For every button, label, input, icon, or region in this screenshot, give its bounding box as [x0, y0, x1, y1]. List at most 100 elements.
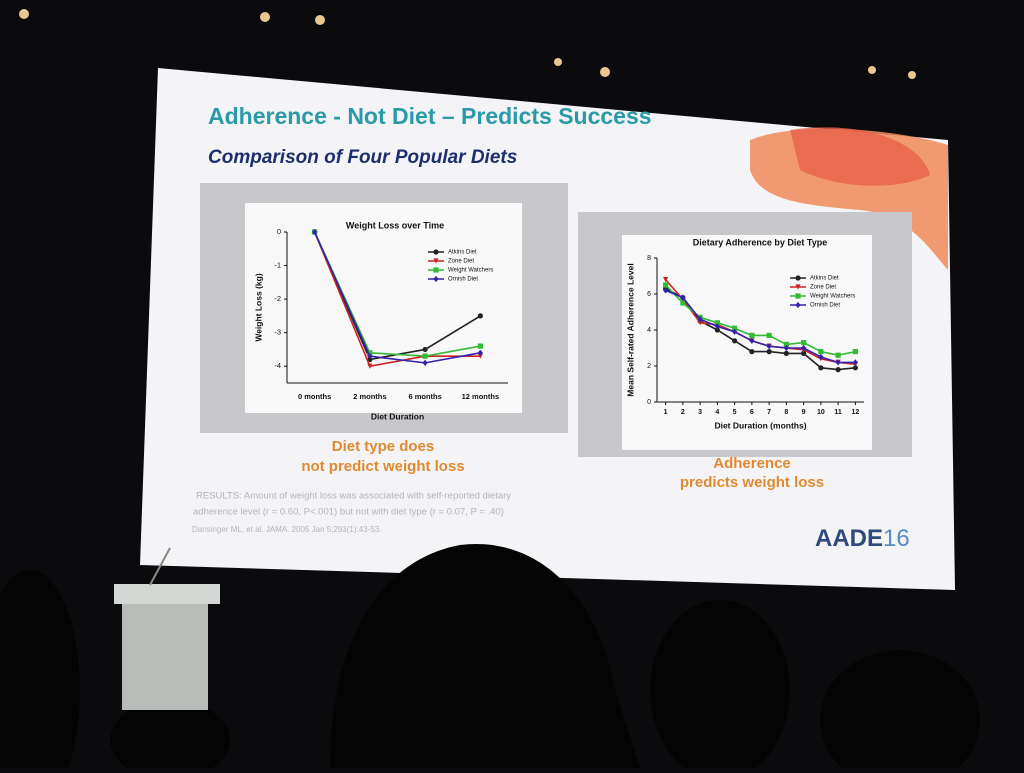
marker: [714, 320, 720, 326]
marker: [732, 328, 738, 335]
marker: [801, 344, 807, 352]
marker: [732, 338, 738, 344]
marker: [852, 365, 858, 371]
marker: [852, 359, 858, 366]
marker: [783, 344, 789, 352]
legend-marker: [795, 301, 801, 309]
marker: [801, 350, 807, 356]
marker: [835, 359, 841, 366]
chart: Weight Loss over Time 0 -1 -2 -3 -4 0 months 2 …: [253, 220, 508, 421]
x-tick-label: 7: [767, 409, 771, 416]
x-tick-label: 2 months: [353, 392, 386, 401]
legend-marker: [795, 284, 801, 290]
marker: [477, 343, 483, 349]
slide-title: Adherence - Not Diet – Predicts Success: [208, 103, 652, 129]
audience: [0, 543, 980, 773]
marker: [818, 353, 824, 361]
series-line: [313, 231, 481, 368]
x-tick-label: 3: [698, 409, 702, 416]
marker: [749, 349, 755, 355]
series-line: [665, 287, 856, 371]
x-tick-label: 12 months: [462, 392, 500, 401]
series-line: [313, 231, 481, 364]
legend-marker: [433, 258, 439, 264]
marker: [835, 352, 841, 358]
x-tick-label: 8: [784, 409, 788, 416]
marker: [783, 341, 789, 347]
citation: Dansinger ML, et al. JAMA. 2005 Jan 5;29…: [192, 525, 381, 534]
marker: [766, 343, 772, 350]
legend-label: Atkins Diet: [810, 276, 839, 282]
legend-marker: [433, 275, 439, 283]
x-tick-label: 12: [851, 409, 859, 416]
legend-label: Zone Diet: [810, 285, 836, 291]
marker: [312, 228, 318, 236]
marker: [783, 350, 789, 356]
marker: [749, 332, 755, 338]
x-tick-label: 6: [750, 409, 754, 416]
legend-marker: [433, 249, 439, 255]
y-tick-label: -4: [274, 361, 281, 370]
y-tick-label: 8: [647, 255, 651, 262]
marker: [680, 300, 686, 306]
marker: [697, 320, 703, 326]
marker: [422, 346, 428, 353]
legend-marker: [433, 267, 439, 273]
legend-label: Zone Diet: [448, 259, 474, 265]
marker: [732, 325, 738, 331]
y-axis-label: Mean Self-rated Adherence Level: [625, 263, 635, 396]
legend-label: Atkins Diet: [448, 250, 477, 256]
results-text: RESULTS: Amount of weight loss was assoc…: [196, 491, 511, 502]
marker: [680, 294, 686, 301]
chart-area: [245, 203, 522, 413]
marker: [801, 340, 807, 346]
legend-label: Weight Watchers: [448, 268, 493, 274]
marker: [766, 349, 772, 355]
x-tick-label: 10: [817, 409, 825, 416]
marker: [367, 350, 373, 356]
chart-title: Weight Loss over Time: [346, 220, 444, 230]
legend-marker: [795, 293, 801, 299]
x-axis-label: Diet Duration (months): [714, 420, 806, 430]
legend-label: Weight Watchers: [810, 294, 855, 300]
marker: [422, 353, 428, 359]
podium-top: [114, 584, 220, 604]
caption: Diet type does: [332, 438, 435, 455]
x-tick-label: 1: [664, 409, 668, 416]
slide-decoration: [790, 127, 930, 186]
x-tick-label: 0 months: [298, 392, 331, 401]
marker: [477, 353, 483, 359]
y-axis-label: Weight Loss (kg): [253, 273, 263, 341]
x-tick-label: 4: [715, 409, 719, 416]
marker: [818, 349, 824, 355]
ceiling-lights: [19, 9, 916, 79]
marker: [663, 282, 669, 288]
x-tick-label: 5: [733, 409, 737, 416]
x-tick-label: 2: [681, 409, 685, 416]
chart-area: [622, 235, 872, 450]
microphone: [149, 547, 171, 586]
y-tick-label: 2: [647, 363, 651, 370]
marker: [367, 363, 373, 369]
y-tick-label: 6: [647, 291, 651, 298]
caption: not predict weight loss: [301, 458, 464, 475]
marker: [835, 367, 841, 373]
marker: [367, 356, 373, 363]
x-tick-label: 6 months: [408, 392, 441, 401]
marker: [766, 332, 772, 338]
y-tick-label: 4: [647, 327, 651, 334]
marker: [663, 287, 669, 294]
marker: [422, 359, 428, 366]
legend-label: Ornish Diet: [810, 303, 840, 309]
marker: [749, 337, 755, 344]
y-tick-label: 0: [647, 399, 651, 406]
marker: [818, 365, 824, 371]
podium: [122, 590, 208, 710]
y-tick-label: -2: [274, 294, 281, 303]
marker: [714, 323, 720, 330]
marker: [697, 316, 703, 323]
caption: predicts weight loss: [680, 474, 824, 491]
x-axis-label: Diet Duration: [371, 411, 424, 421]
logo-year: 16: [883, 525, 910, 552]
